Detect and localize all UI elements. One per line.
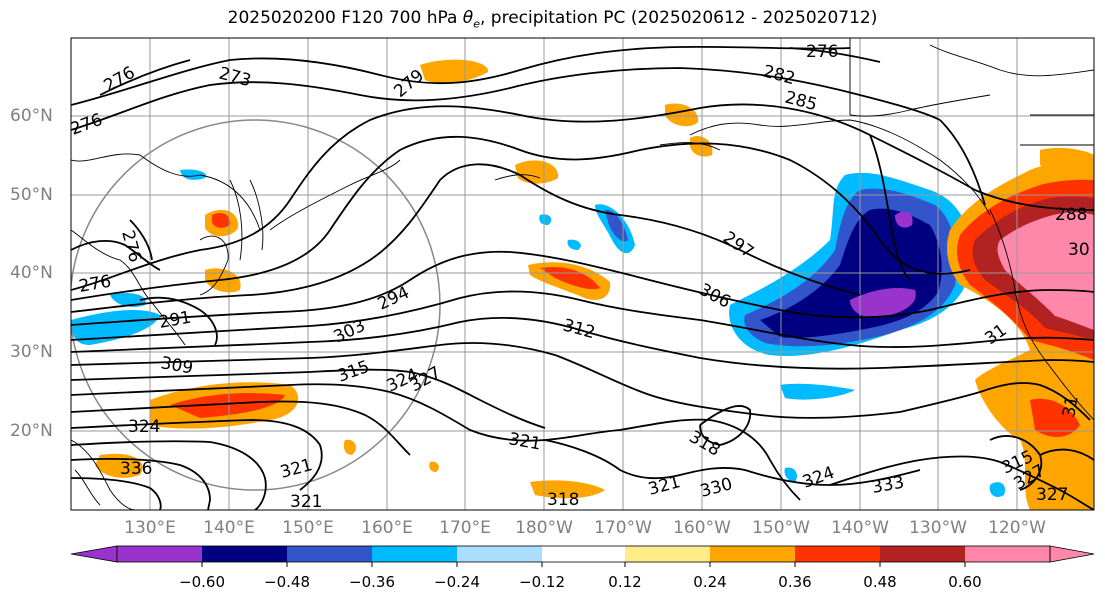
lon-label: 160°W bbox=[673, 518, 731, 538]
coastlines bbox=[71, 38, 1094, 510]
colorbar-bin bbox=[457, 546, 542, 562]
contour-label: 324 bbox=[128, 417, 160, 437]
colorbar-bin bbox=[795, 546, 880, 562]
colorbar-tick-label: 0.24 bbox=[693, 573, 727, 591]
lon-label: 160°E bbox=[361, 518, 413, 538]
colorbar-bin bbox=[625, 546, 710, 562]
contour-label: 327 bbox=[1036, 485, 1068, 505]
colorbar-bin bbox=[117, 546, 202, 562]
colorbar bbox=[70, 545, 1095, 567]
lon-label: 140°E bbox=[203, 518, 255, 538]
colorbar-tick-label: −0.12 bbox=[519, 573, 565, 591]
colorbar-bin bbox=[287, 546, 372, 562]
lon-label: 120°W bbox=[988, 518, 1046, 538]
lon-label: 150°E bbox=[282, 518, 334, 538]
contour-label: 30 bbox=[1068, 240, 1090, 260]
colorbar-bin bbox=[202, 546, 287, 562]
colorbar-extend-min bbox=[70, 545, 118, 563]
colorbar-tick-label: −0.60 bbox=[179, 573, 225, 591]
title-theta-symbol: θ bbox=[462, 8, 474, 28]
lon-label: 130°W bbox=[909, 518, 967, 538]
contour-label: 321 bbox=[290, 492, 322, 512]
colorbar-bin bbox=[880, 546, 965, 562]
colorbar-tick-label: 0.48 bbox=[863, 573, 897, 591]
lon-label: 180°W bbox=[515, 518, 573, 538]
colorbar-bin bbox=[542, 546, 625, 562]
colorbar-tick-label: 0.12 bbox=[608, 573, 642, 591]
colorbar-bin bbox=[710, 546, 795, 562]
contour-label: 288 bbox=[1055, 205, 1087, 225]
contour-label: 31 bbox=[1059, 394, 1082, 419]
contour-label: 276 bbox=[806, 42, 838, 62]
colorbar-tick-label: −0.48 bbox=[264, 573, 310, 591]
lat-label: 40°N bbox=[10, 263, 53, 283]
title-prefix: 2025020200 F120 700 hPa bbox=[227, 8, 463, 28]
theta-e-contours bbox=[71, 45, 1094, 510]
colorbar-bin bbox=[372, 546, 457, 562]
colorbar-tick-label: 0.60 bbox=[948, 573, 982, 591]
lon-label: 170°W bbox=[594, 518, 652, 538]
colorbar-extend-max bbox=[1049, 545, 1095, 563]
lat-label: 20°N bbox=[10, 421, 53, 441]
chart-title: 2025020200 F120 700 hPa θe, precipitatio… bbox=[0, 8, 1105, 30]
colorbar-bin bbox=[965, 546, 1050, 562]
colorbar-frame bbox=[116, 545, 1051, 563]
title-theta-subscript: e bbox=[473, 17, 480, 31]
lon-label: 140°W bbox=[831, 518, 889, 538]
range-ring bbox=[71, 119, 441, 491]
contour-label: 336 bbox=[120, 459, 152, 479]
colorbar-tick-label: 0.36 bbox=[778, 573, 812, 591]
title-suffix: , precipitation PC (2025020612 - 2025020… bbox=[479, 8, 878, 28]
map-frame bbox=[70, 37, 1095, 511]
lon-label: 150°W bbox=[752, 518, 810, 538]
lat-label: 60°N bbox=[10, 106, 53, 126]
colorbar-tick-label: −0.36 bbox=[349, 573, 395, 591]
lat-label: 50°N bbox=[10, 185, 53, 205]
lat-label: 30°N bbox=[10, 342, 53, 362]
lon-label: 130°E bbox=[124, 518, 176, 538]
precipitation-shading bbox=[71, 59, 1094, 510]
colorbar-tick-label: −0.24 bbox=[434, 573, 480, 591]
lon-label: 170°E bbox=[439, 518, 491, 538]
contour-label: 318 bbox=[547, 490, 579, 510]
